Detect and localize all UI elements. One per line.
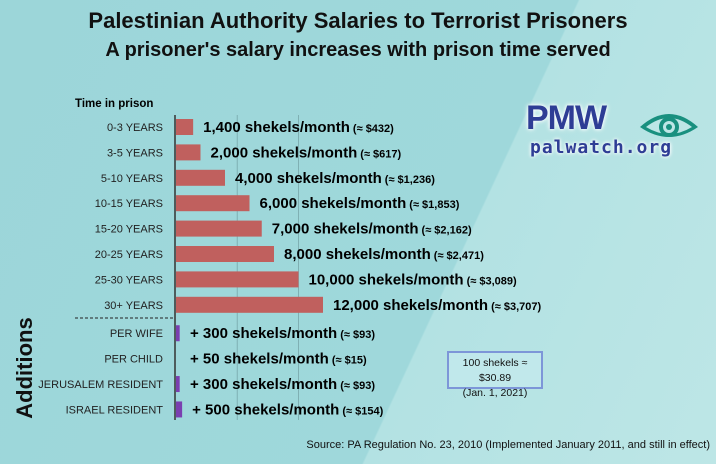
salary-value-label: 10,000 shekels/month (≈ $3,089) [309, 271, 518, 288]
source-note: Source: PA Regulation No. 23, 2010 (Impl… [306, 439, 710, 451]
note-line2: (Jan. 1, 2021) [462, 387, 528, 399]
usd-text: (≈ $93) [337, 329, 375, 341]
addition-value-label: + 300 shekels/month (≈ $93) [190, 325, 375, 342]
usd-text: (≈ $2,471) [431, 250, 484, 262]
addition-bar [176, 401, 183, 418]
salary-value-label: 8,000 shekels/month (≈ $2,471) [284, 246, 484, 263]
value-text: + 50 shekels/month [190, 351, 329, 368]
usd-text: (≈ $154) [339, 405, 383, 417]
salary-category: 5-10 YEARS [101, 173, 163, 185]
value-text: + 300 shekels/month [190, 376, 337, 393]
salary-value-label: 7,000 shekels/month (≈ $2,162) [272, 221, 472, 238]
value-text: 8,000 shekels/month [284, 246, 431, 263]
salary-category: 25-30 YEARS [95, 274, 163, 286]
salary-value-label: 6,000 shekels/month (≈ $1,853) [260, 195, 460, 212]
usd-text: (≈ $617) [357, 148, 401, 160]
value-text: + 500 shekels/month [192, 401, 339, 418]
exchange-rate-note: 100 shekels ≈ $30.89 (Jan. 1, 2021) [447, 351, 543, 399]
addition-bar [176, 376, 180, 393]
value-text: 4,000 shekels/month [235, 170, 382, 187]
addition-category: JERUSALEM RESIDENT [38, 379, 163, 391]
value-text: 6,000 shekels/month [260, 195, 407, 212]
chart-title: Palestinian Authority Salaries to Terror… [88, 8, 628, 33]
usd-text: (≈ $2,162) [418, 225, 471, 237]
addition-category: PER WIFE [110, 328, 163, 340]
value-text: 7,000 shekels/month [272, 221, 419, 238]
salary-category: 3-5 YEARS [107, 147, 163, 159]
salary-bar [176, 271, 299, 288]
value-text: + 300 shekels/month [190, 325, 337, 342]
logo-text: PMW [526, 99, 607, 137]
addition-category: PER CHILD [104, 354, 163, 366]
salary-bar [176, 195, 250, 212]
usd-text: (≈ $432) [350, 123, 394, 135]
usd-text: (≈ $1,853) [406, 199, 459, 211]
addition-value-label: + 50 shekels/month (≈ $15) [190, 351, 367, 368]
salary-category: 10-15 YEARS [95, 198, 163, 210]
usd-text: (≈ $3,089) [464, 275, 517, 287]
addition-value-label: + 300 shekels/month (≈ $93) [190, 376, 375, 393]
logo-site: palwatch.org [530, 137, 673, 158]
addition-category: ISRAEL RESIDENT [66, 404, 164, 416]
usd-text: (≈ $93) [337, 380, 375, 392]
salary-value-label: 2,000 shekels/month (≈ $617) [211, 144, 402, 161]
salary-value-label: 12,000 shekels/month (≈ $3,707) [333, 297, 542, 314]
salary-bar [176, 119, 194, 135]
salary-category: 15-20 YEARS [95, 224, 163, 236]
pmw-logo: PMW palwatch.org [524, 99, 704, 163]
y-axis-title: Time in prison [75, 98, 153, 110]
salary-bar [176, 296, 323, 313]
note-line1: 100 shekels ≈ $30.89 [462, 357, 528, 384]
usd-text: (≈ $3,707) [488, 301, 541, 313]
salary-bar [176, 220, 262, 237]
salary-category: 20-25 YEARS [95, 249, 163, 261]
salary-value-label: 4,000 shekels/month (≈ $1,236) [235, 170, 435, 187]
value-text: 12,000 shekels/month [333, 297, 488, 314]
salary-bar [176, 144, 201, 161]
chart-subtitle: A prisoner's salary increases with priso… [105, 39, 611, 61]
salary-bar [176, 169, 225, 186]
salary-category: 30+ YEARS [104, 300, 163, 312]
salary-value-label: 1,400 shekels/month (≈ $432) [203, 119, 394, 136]
salary-bar [176, 246, 274, 262]
addition-value-label: + 500 shekels/month (≈ $154) [192, 401, 383, 418]
addition-bar [176, 325, 180, 342]
eye-icon [640, 114, 698, 137]
value-text: 1,400 shekels/month [203, 119, 350, 136]
usd-text: (≈ $1,236) [382, 174, 435, 186]
additions-label: Additions [12, 317, 37, 419]
salary-category: 0-3 YEARS [107, 122, 163, 134]
value-text: 10,000 shekels/month [309, 271, 464, 288]
value-text: 2,000 shekels/month [211, 144, 358, 161]
usd-text: (≈ $15) [329, 355, 367, 367]
